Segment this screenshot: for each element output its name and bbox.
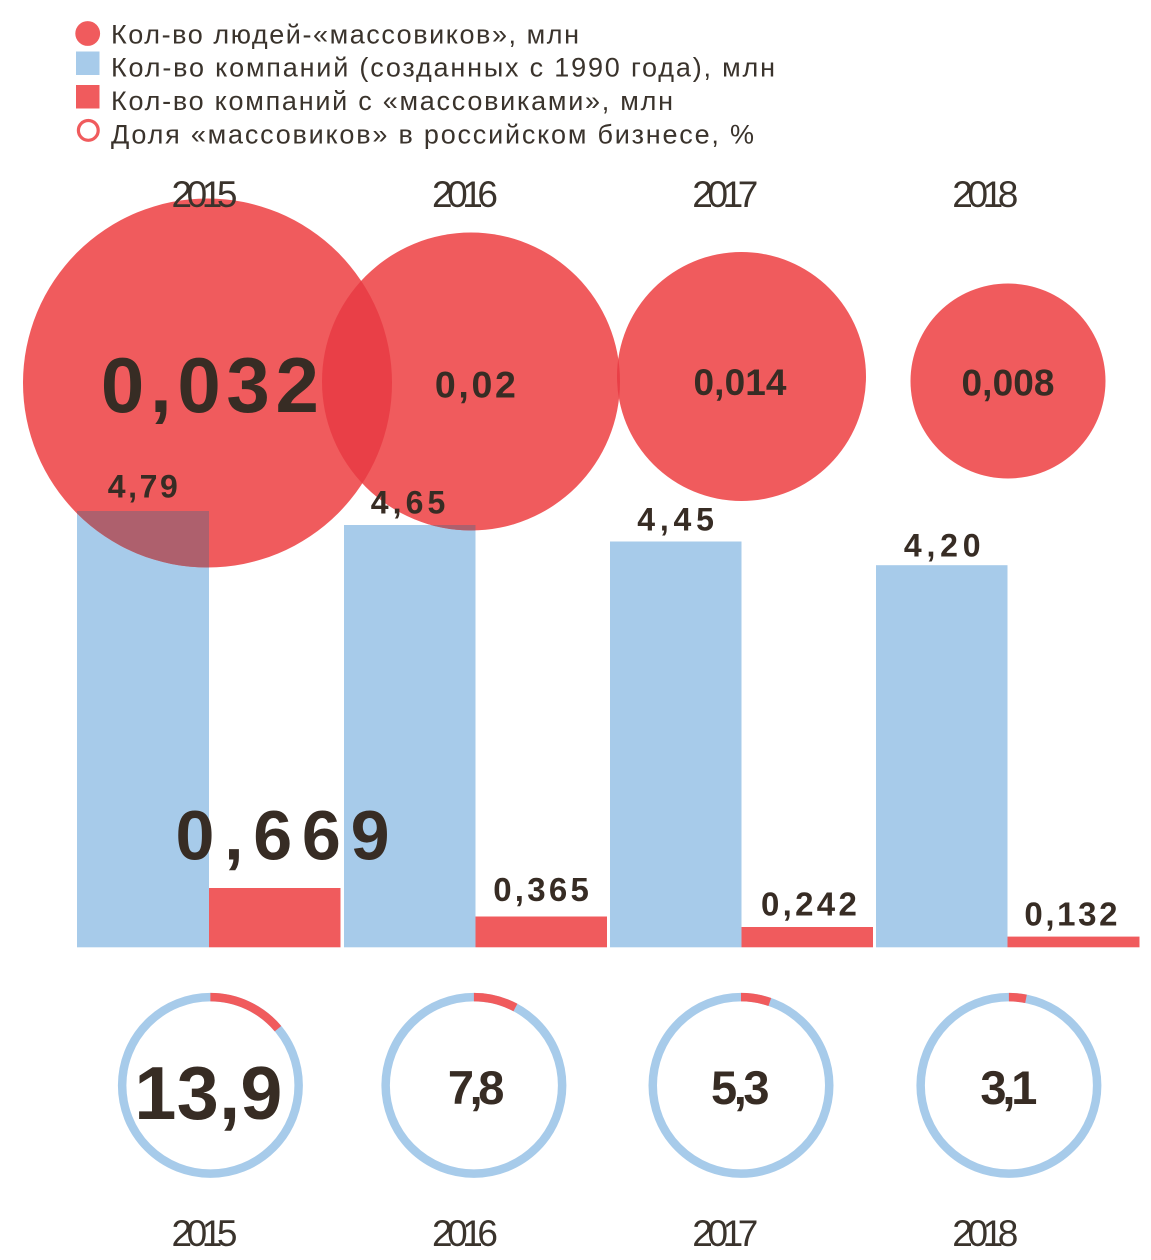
svg-text:0,014: 0,014 [694,362,787,403]
svg-text:4,20: 4,20 [904,528,981,564]
svg-text:0,032: 0,032 [101,341,319,429]
svg-text:7,8: 7,8 [448,1061,505,1114]
svg-text:3,1: 3,1 [980,1061,1037,1114]
svg-text:0,365: 0,365 [493,871,589,908]
svg-text:4,45: 4,45 [637,501,714,537]
svg-text:Кол-во компаний с «массовиками: Кол-во компаний с «массовиками», млн [111,86,673,116]
svg-text:Доля «массовиков» в российском: Доля «массовиков» в российском бизнесе, … [111,120,754,150]
svg-text:2015: 2015 [172,174,238,215]
svg-text:2016: 2016 [432,174,498,215]
svg-text:0,008: 0,008 [962,363,1055,404]
svg-text:4,65: 4,65 [371,485,446,521]
svg-text:13,9: 13,9 [134,1051,282,1135]
svg-text:Кол-во компаний (созданных с 1: Кол-во компаний (созданных с 1990 года),… [111,53,775,83]
svg-text:0,242: 0,242 [761,885,857,922]
svg-text:2018: 2018 [952,174,1018,215]
svg-text:Кол-во людей-«массовиков», млн: Кол-во людей-«массовиков», млн [111,20,579,50]
svg-text:5,3: 5,3 [711,1061,770,1114]
svg-text:2016: 2016 [432,1213,498,1254]
svg-text:4,79: 4,79 [108,469,178,505]
svg-text:0,02: 0,02 [435,364,516,406]
svg-text:0,669: 0,669 [176,797,390,875]
svg-text:0,132: 0,132 [1024,895,1117,932]
svg-text:2017: 2017 [692,1213,758,1254]
svg-text:2017: 2017 [692,174,758,215]
svg-text:2015: 2015 [172,1213,238,1254]
svg-text:2018: 2018 [952,1213,1018,1254]
